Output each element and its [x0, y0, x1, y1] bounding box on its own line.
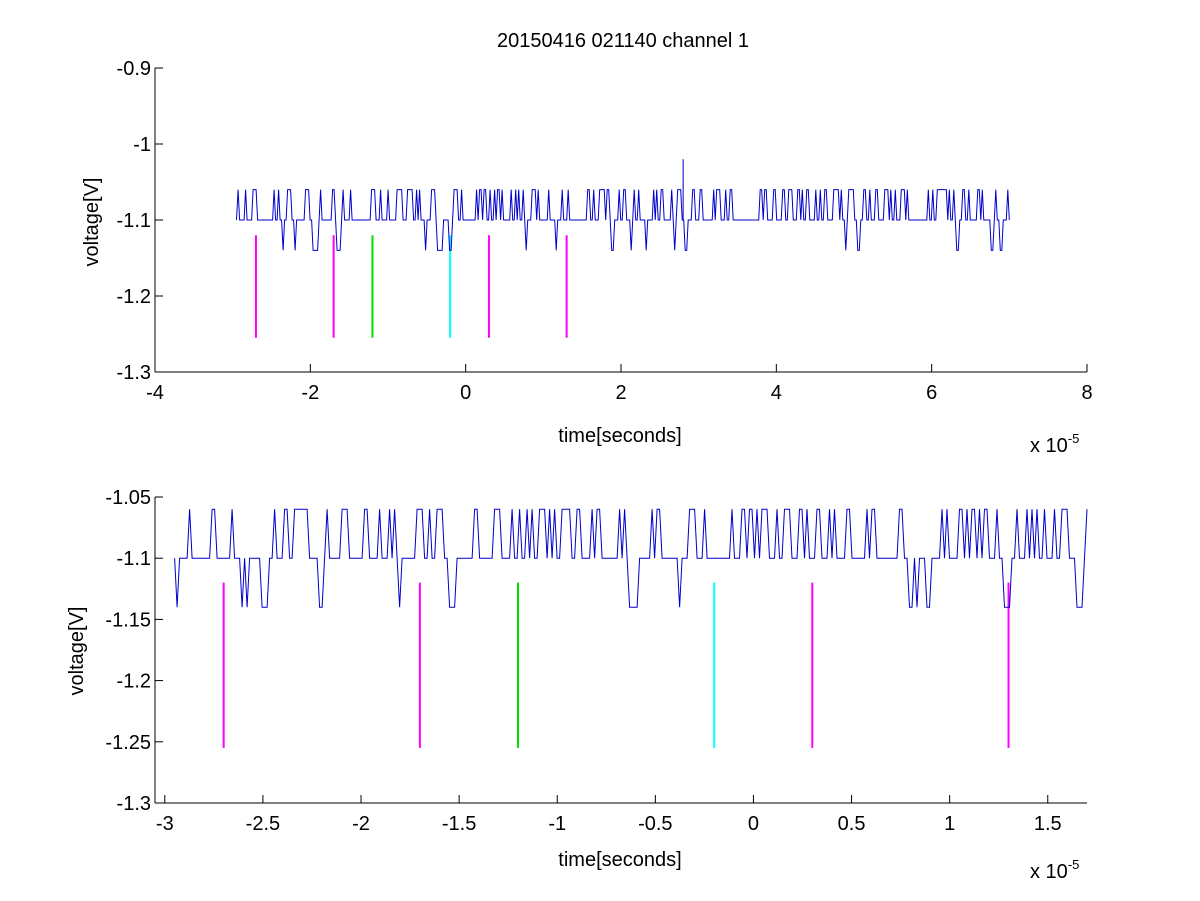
- bottom-x-multiplier-exponent: -5: [1068, 857, 1080, 872]
- y-tick-label: -1.2: [117, 671, 151, 693]
- x-tick-label: 1: [944, 813, 955, 835]
- x-tick-label: 4: [771, 382, 782, 404]
- x-tick-label: -3: [156, 813, 174, 835]
- y-tick-label: -1.1: [117, 548, 151, 570]
- bottom-y-ticks: -1.05 -1.1 -1.15 -1.2 -1.25 -1.3: [105, 487, 163, 815]
- y-tick-label: -1: [133, 134, 151, 156]
- y-tick-label: -1.25: [105, 732, 151, 754]
- y-tick-label: -1.2: [117, 286, 151, 308]
- x-tick-label: -4: [146, 382, 164, 404]
- x-tick-label: -0.5: [638, 813, 672, 835]
- top-x-axis-label: time[seconds]: [558, 425, 681, 447]
- y-tick-label: -1.1: [117, 210, 151, 232]
- top-axes: -4 -2 0 2 4 6 8 -0.9 -1 -1.1 -1.2 -1.3 time[second…: [81, 58, 1093, 457]
- x-tick-label: -2: [352, 813, 370, 835]
- x-tick-label: -1.5: [442, 813, 476, 835]
- x-tick-label: 0.5: [838, 813, 866, 835]
- top-y-axis-label: voltage[V]: [81, 178, 103, 267]
- bottom-x-axis-label: time[seconds]: [558, 849, 681, 871]
- x-tick-label: -2.5: [246, 813, 280, 835]
- bottom-voltage-trace: [174, 508, 1088, 608]
- x-tick-label: 0: [748, 813, 759, 835]
- chart-title: 20150416 021140 channel 1: [497, 30, 749, 52]
- top-y-ticks: -0.9 -1 -1.1 -1.2 -1.3: [117, 58, 163, 384]
- y-tick-label: -1.3: [117, 362, 151, 384]
- x-tick-label: -1: [548, 813, 566, 835]
- bottom-y-axis-label: voltage[V]: [66, 607, 88, 696]
- top-trigger-markers: [254, 159, 684, 338]
- top-x-ticks: -4 -2 0 2 4 6 8: [146, 364, 1093, 404]
- bottom-axes: -3 -2.5 -2 -1.5 -1 -0.5 0 0.5 1 1.5 -1.05 -1.1 -1.1…: [66, 487, 1088, 883]
- y-tick-label: -0.9: [117, 58, 151, 80]
- bottom-trigger-markers: [222, 582, 1010, 748]
- x-tick-label: 6: [926, 382, 937, 404]
- x-tick-label: 0: [460, 382, 471, 404]
- x-tick-label: 1.5: [1034, 813, 1062, 835]
- x-tick-label: -2: [301, 382, 319, 404]
- bottom-axis-lines: [154, 497, 1087, 804]
- top-x-multiplier: x 10-5: [1030, 431, 1079, 457]
- x-tick-label: 2: [615, 382, 626, 404]
- bottom-x-multiplier: x 10-5: [1030, 857, 1079, 883]
- top-x-multiplier-base: x 10: [1030, 435, 1068, 457]
- bottom-x-ticks: -3 -2.5 -2 -1.5 -1 -0.5 0 0.5 1 1.5: [156, 795, 1062, 835]
- top-voltage-trace: [236, 189, 1010, 251]
- y-tick-label: -1.3: [117, 793, 151, 815]
- y-tick-label: -1.05: [105, 487, 151, 509]
- top-x-multiplier-exponent: -5: [1068, 431, 1080, 446]
- y-tick-label: -1.15: [105, 609, 151, 631]
- x-tick-label: 8: [1081, 382, 1092, 404]
- bottom-x-multiplier-base: x 10: [1030, 861, 1068, 883]
